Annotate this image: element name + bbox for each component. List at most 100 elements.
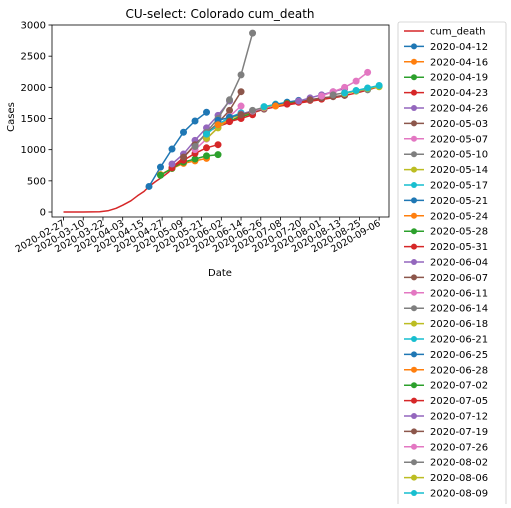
- legend-swatch-marker: [411, 166, 417, 173]
- data-point: [191, 143, 199, 151]
- legend-entry: 2020-04-19: [404, 73, 488, 84]
- legend-label: 2020-05-31: [430, 242, 488, 253]
- data-point: [341, 89, 349, 97]
- series-2020-08-09: [341, 81, 383, 97]
- data-point: [364, 68, 372, 76]
- data-point: [237, 102, 245, 110]
- y-axis-label: Cases: [6, 102, 17, 132]
- y-tick-label: 2000: [21, 83, 46, 94]
- series-cum_death: [63, 85, 380, 213]
- data-point: [203, 152, 211, 160]
- data-point: [306, 96, 314, 104]
- legend-label: 2020-04-12: [430, 42, 488, 53]
- data-point: [203, 108, 211, 116]
- series-line: [344, 84, 380, 94]
- legend-swatch-marker: [411, 89, 417, 96]
- y-tick-label: 3000: [21, 21, 46, 32]
- legend-entry: 2020-07-12: [404, 412, 488, 423]
- legend-swatch-marker: [411, 320, 417, 327]
- legend-entry: 2020-07-26: [404, 442, 488, 453]
- legend-entry: 2020-07-19: [404, 427, 488, 438]
- series-2020-04-12: [145, 108, 211, 190]
- legend-swatch-marker: [411, 151, 417, 158]
- data-point: [145, 182, 153, 190]
- series-2020-05-10: [191, 29, 257, 151]
- data-point: [168, 160, 176, 168]
- data-point: [214, 151, 222, 159]
- legend-entry: 2020-06-04: [404, 258, 488, 269]
- legend-label: 2020-05-03: [430, 119, 488, 130]
- legend-label: 2020-05-10: [430, 150, 488, 161]
- legend-swatch-marker: [411, 74, 417, 81]
- data-point: [352, 77, 360, 85]
- legend-entry: 2020-06-28: [404, 365, 488, 376]
- y-tick-label: 2500: [21, 52, 46, 63]
- legend-label: 2020-05-17: [430, 181, 488, 192]
- legend-entry: 2020-07-02: [404, 381, 488, 392]
- y-tick-label: 0: [40, 208, 46, 219]
- data-point: [191, 155, 199, 163]
- y-tick-label: 1000: [21, 145, 46, 156]
- legend-entry: 2020-05-14: [404, 165, 488, 176]
- data-point: [272, 102, 280, 110]
- legend-swatch-marker: [411, 351, 417, 358]
- legend-label: 2020-05-24: [430, 211, 488, 222]
- legend-swatch-marker: [411, 105, 417, 111]
- legend-swatch-marker: [411, 120, 417, 127]
- legend-entry: 2020-06-21: [404, 335, 488, 346]
- data-point: [180, 153, 188, 161]
- legend-swatch-marker: [411, 428, 417, 435]
- legend-entry: 2020-04-12: [404, 42, 488, 53]
- data-point: [237, 88, 245, 96]
- legend-label: 2020-04-26: [430, 104, 488, 115]
- legend-label: 2020-04-16: [430, 57, 488, 68]
- data-point: [214, 141, 222, 149]
- legend-label: 2020-06-14: [430, 304, 488, 315]
- legend-label: 2020-07-12: [430, 412, 488, 423]
- legend-label: 2020-05-28: [430, 227, 488, 238]
- legend-swatch-marker: [411, 382, 417, 389]
- legend-swatch-marker: [411, 135, 417, 142]
- data-point: [226, 118, 234, 126]
- legend-swatch-marker: [411, 228, 417, 235]
- legend-entry: 2020-08-09: [404, 489, 488, 500]
- legend-swatch-marker: [411, 274, 417, 281]
- legend-swatch-marker: [411, 490, 417, 496]
- data-point: [156, 171, 164, 179]
- legend: cum_death 2020-04-12 2020-04-16 2020-04-19 2…: [397, 21, 507, 508]
- x-axis-label: Date: [208, 268, 232, 279]
- series-line: [63, 85, 380, 213]
- legend-entry: 2020-06-07: [404, 273, 488, 284]
- data-point: [318, 92, 326, 100]
- chart-title: CU-select: Colorado cum_death: [125, 7, 314, 21]
- legend-swatch-marker: [411, 58, 417, 65]
- data-point: [364, 84, 372, 92]
- data-point: [283, 100, 291, 108]
- data-point: [203, 144, 211, 152]
- data-point: [249, 106, 257, 114]
- legend-label: 2020-08-02: [430, 458, 488, 469]
- legend-entry: 2020-05-07: [404, 134, 488, 145]
- legend-swatch-marker: [411, 43, 417, 50]
- legend-label: 2020-08-06: [430, 473, 488, 484]
- legend-label: cum_death: [430, 27, 485, 38]
- legend-entry: 2020-06-14: [404, 304, 488, 315]
- legend-entry: 2020-05-10: [404, 150, 488, 161]
- legend-swatch-marker: [411, 459, 417, 466]
- legend-label: 2020-07-19: [430, 427, 488, 438]
- legend-entry: 2020-06-25: [404, 350, 488, 361]
- legend-swatch-marker: [411, 259, 417, 265]
- legend-label: 2020-05-14: [430, 165, 488, 176]
- legend-label: 2020-06-07: [430, 273, 488, 284]
- legend-swatch-marker: [411, 243, 417, 250]
- y-tick-label: 500: [27, 176, 46, 187]
- data-point: [180, 128, 188, 136]
- legend-entry: 2020-05-31: [404, 242, 488, 253]
- legend-label: 2020-04-19: [430, 73, 488, 84]
- legend-swatch-marker: [411, 474, 417, 481]
- data-point: [341, 83, 349, 91]
- legend-entry: 2020-06-18: [404, 319, 488, 330]
- data-point: [203, 130, 211, 138]
